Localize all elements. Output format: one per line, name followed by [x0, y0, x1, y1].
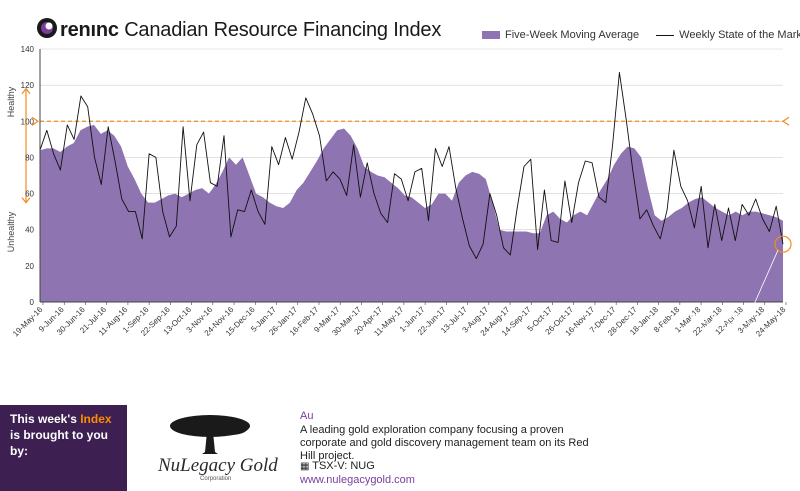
- legend: Five-Week Moving Average Weekly State of…: [482, 29, 800, 41]
- axes: [39, 49, 783, 303]
- y-tick-label: 0: [30, 298, 35, 307]
- sponsor-company-sub: Corporation: [200, 476, 232, 482]
- sponsor-company-name: NuLegacy Gold: [158, 455, 278, 476]
- y-label-unhealthy: Unhealthy: [6, 211, 16, 252]
- chart-title: renınc Canadian Resource Financing Index: [60, 19, 441, 42]
- annotation-leader: [751, 250, 779, 310]
- y-tick-label: 100: [21, 117, 35, 126]
- financing-index-chart: 0 20 40 60 80 100 120 140 19-May-169-Jun-1630-J…: [6, 45, 792, 338]
- arrow-right-icon: [31, 116, 40, 126]
- y-tick-label: 80: [25, 153, 34, 162]
- title-text: Canadian Resource Financing Index: [124, 19, 442, 41]
- sponsor-label-pre: This week's: [10, 412, 81, 426]
- arrow-up-icon: [21, 87, 31, 95]
- tree-logo-icon: [170, 415, 250, 454]
- sponsor-label-post: is brought to you by:: [10, 428, 108, 458]
- moving-average-series: [40, 124, 783, 303]
- legend-swatch-area: [482, 31, 500, 40]
- chart-header: renınc Canadian Resource Financing Index…: [0, 0, 800, 48]
- legend-label-average: Five-Week Moving Average: [505, 29, 640, 41]
- y-tick-label: 60: [25, 190, 34, 199]
- legend-item-weekly: Weekly State of the Market: [656, 29, 800, 41]
- y-tick-label: 40: [25, 226, 34, 235]
- sponsor-label-highlight: Index: [80, 412, 112, 426]
- y-tick-labels: 0 20 40 60 80 100 120 140: [21, 45, 35, 307]
- sponsor-label: This week's Index is brought to you by:: [0, 407, 124, 458]
- y-label-healthy: Healthy: [6, 86, 16, 117]
- arrow-left-icon: [781, 116, 790, 126]
- threshold-line: [21, 87, 790, 204]
- y-tick-label: 140: [21, 45, 35, 54]
- legend-item-average: Five-Week Moving Average: [482, 29, 639, 41]
- legend-label-weekly: Weekly State of the Market: [679, 29, 800, 41]
- highlight-circle: [774, 235, 792, 253]
- sponsor-ticker: ▦ TSX-V: NUG: [300, 460, 375, 472]
- sponsor-description: A leading gold exploration company focus…: [300, 424, 589, 462]
- sponsor-url-link[interactable]: www.nulegacygold.com: [300, 474, 415, 486]
- brand-text: renınc: [60, 19, 119, 41]
- x-tick-label: 19-May-16: [11, 305, 45, 339]
- weekly-line: [39, 72, 784, 260]
- moving-average-area: [40, 124, 783, 303]
- sponsor-symbol: Au: [300, 410, 314, 422]
- y-tick-label: 20: [25, 262, 34, 271]
- annotation-label: May 24, 2018: [690, 312, 751, 323]
- sponsor-ticker-text: TSX-V: NUG: [312, 460, 375, 472]
- arrow-down-icon: [21, 197, 31, 204]
- x-tick-labels: 19-May-169-Jun-1630-Jun-1621-Jul-1611-Au…: [11, 302, 788, 338]
- oreninc-logo-icon: [37, 18, 57, 38]
- y-tick-label: 120: [21, 81, 35, 90]
- weekly-series: [39, 72, 784, 260]
- chart-icon: ▦: [300, 461, 313, 472]
- legend-swatch-line: [656, 34, 675, 36]
- annotation: May 24, 2018: [690, 235, 792, 324]
